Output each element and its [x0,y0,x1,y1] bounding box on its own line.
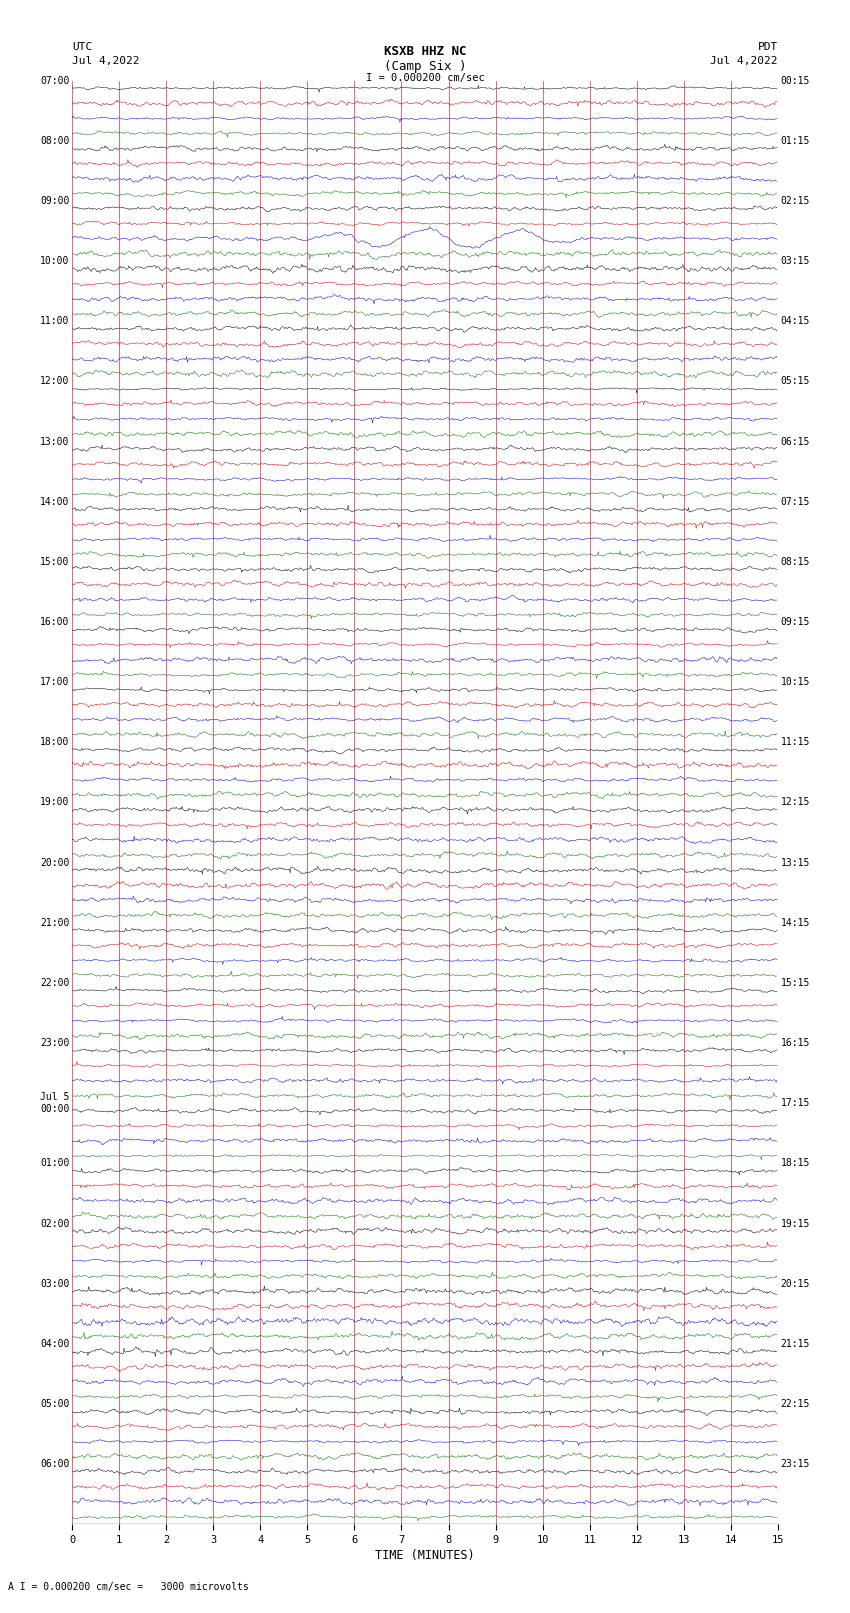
Text: I = 0.000200 cm/sec: I = 0.000200 cm/sec [366,73,484,82]
Text: Jul 4,2022: Jul 4,2022 [711,56,778,66]
Text: PDT: PDT [757,42,778,52]
Text: Jul 4,2022: Jul 4,2022 [72,56,139,66]
Text: KSXB HHZ NC: KSXB HHZ NC [383,45,467,58]
Text: (Camp Six ): (Camp Six ) [383,60,467,73]
Text: A I = 0.000200 cm/sec =   3000 microvolts: A I = 0.000200 cm/sec = 3000 microvolts [8,1582,249,1592]
X-axis label: TIME (MINUTES): TIME (MINUTES) [375,1548,475,1561]
Text: UTC: UTC [72,42,93,52]
